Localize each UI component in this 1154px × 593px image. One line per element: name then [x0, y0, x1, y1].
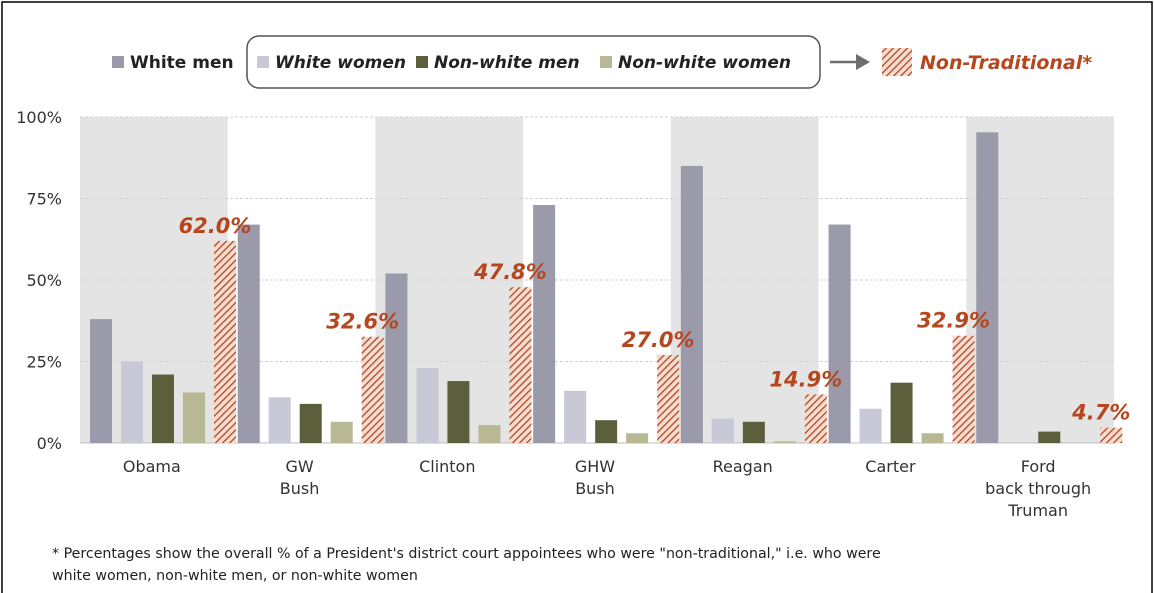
- x-tick-label: GHW Bush: [575, 457, 615, 498]
- legend-label: Non-Traditional*: [920, 52, 1092, 74]
- bar-non-white-women: [183, 392, 205, 443]
- bars: [90, 132, 1123, 443]
- bar-white-women: [268, 397, 291, 443]
- bar-white-men: [828, 224, 851, 443]
- bar-non-white-men: [890, 382, 913, 443]
- bar-non-traditional: [361, 336, 384, 443]
- bar-white-men: [237, 224, 260, 443]
- x-axis: Obama GW Bush Clinton GHW Bush Reagan Carter For…: [123, 457, 1091, 520]
- bar-white-men: [533, 205, 556, 443]
- bar-non-white-women: [626, 433, 649, 443]
- data-label: 27.0%: [622, 328, 695, 352]
- bar-non-white-men: [447, 381, 470, 443]
- bar-non-traditional: [509, 287, 532, 443]
- bar-non-white-men: [152, 374, 174, 443]
- bar-non-white-men: [742, 421, 765, 443]
- data-label: 32.9%: [917, 309, 990, 333]
- footnote: * Percentages show the overall % of a Pr…: [52, 543, 1052, 587]
- legend-label: White women: [275, 53, 406, 73]
- bar-non-white-women: [478, 425, 501, 443]
- bar-non-traditional: [804, 394, 827, 443]
- y-tick-label: 50%: [26, 271, 62, 290]
- legend-label: Non-white men: [434, 53, 580, 73]
- bar-non-traditional: [657, 354, 680, 443]
- bar-white-women: [416, 368, 439, 443]
- legend-swatch: [416, 56, 428, 68]
- bar-white-men: [680, 165, 703, 443]
- bar-non-traditional: [1100, 427, 1123, 443]
- bar-non-white-women: [773, 441, 796, 443]
- y-tick-label: 100%: [16, 108, 62, 127]
- legend-label: White men: [130, 53, 234, 73]
- bar-non-white-men: [299, 403, 322, 443]
- bar-non-white-men: [595, 420, 618, 443]
- legend-label: Non-white women: [618, 53, 791, 73]
- bar-white-women: [711, 418, 734, 443]
- bar-white-men: [385, 273, 408, 443]
- footnote-line: * Percentages show the overall % of a Pr…: [52, 546, 881, 562]
- bar-white-women: [859, 408, 882, 443]
- legend: White men White women Non-white men Non-whi…: [112, 35, 1092, 89]
- y-tick-label: 0%: [37, 434, 62, 453]
- x-tick-label: Ford back through Truman: [985, 457, 1091, 520]
- x-tick-label: Clinton: [419, 457, 475, 476]
- legend-swatch: [257, 56, 269, 68]
- bar-non-traditional: [214, 240, 236, 443]
- bar-white-men: [976, 132, 999, 443]
- x-tick-label: GW Bush: [280, 457, 320, 498]
- bar-white-women: [564, 390, 587, 443]
- legend-arrow-head: [856, 54, 870, 70]
- data-label: 32.6%: [326, 310, 399, 334]
- data-label: 4.7%: [1071, 401, 1130, 425]
- data-labels: 62.0% 32.6% 47.8% 27.0% 14.9% 32.9% 4.7%: [179, 214, 1131, 425]
- legend-group-box: [246, 35, 821, 89]
- bar-non-white-men: [1038, 431, 1061, 443]
- bar-non-traditional: [952, 335, 975, 443]
- x-tick-label: Carter: [865, 457, 916, 476]
- footnote-line: white women, non-white men, or non-white…: [52, 568, 418, 584]
- data-label: 62.0%: [179, 214, 252, 238]
- data-label: 14.9%: [769, 367, 842, 391]
- y-axis: 0% 25% 50% 75% 100%: [16, 108, 62, 453]
- legend-swatch: [600, 56, 612, 68]
- legend-swatch: [112, 56, 124, 68]
- x-tick-label: Reagan: [713, 457, 773, 476]
- bar-white-men: [90, 319, 112, 443]
- data-label: 47.8%: [473, 260, 547, 284]
- bar-white-women: [121, 361, 143, 443]
- x-tick-label: Obama: [123, 457, 181, 476]
- y-tick-label: 25%: [26, 353, 62, 372]
- legend-swatch-hatched: [882, 48, 912, 76]
- bar-non-white-women: [330, 421, 353, 443]
- bar-non-white-women: [921, 433, 944, 443]
- y-tick-label: 75%: [26, 190, 62, 209]
